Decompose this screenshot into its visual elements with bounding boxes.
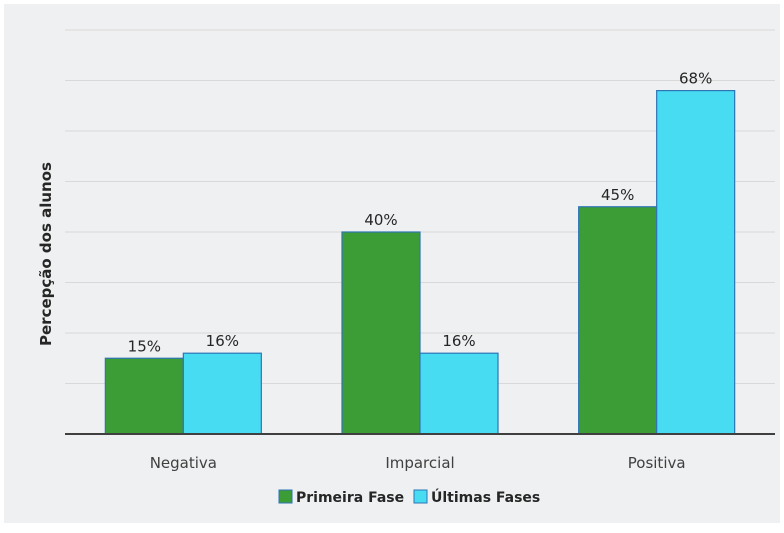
- data-label: 15%: [128, 337, 161, 355]
- x-tick-label: Positiva: [628, 454, 686, 472]
- bar-chart: 15% 16% 40% 16% 45% 68% Negativa Imparcial Posi…: [37, 29, 775, 506]
- bar-negativa-primeira: [104, 357, 184, 435]
- data-label: 16%: [206, 332, 239, 350]
- chart-container: 15% 16% 40% 16% 45% 68% Negativa Imparcial Posi…: [4, 4, 780, 523]
- x-tick-labels: Negativa Imparcial Positiva: [150, 454, 686, 472]
- x-tick-label: Imparcial: [385, 454, 454, 472]
- bars: [104, 89, 736, 435]
- bar-negativa-ultimas: [182, 352, 262, 435]
- bar-imparcial-ultimas: [419, 352, 499, 435]
- data-label: 68%: [679, 70, 712, 88]
- data-labels: 15% 16% 40% 16% 45% 68%: [128, 70, 713, 356]
- legend-swatch: [413, 489, 428, 504]
- legend-label: Primeira Fase: [296, 490, 404, 506]
- x-tick-label: Negativa: [150, 454, 217, 472]
- bar-positiva-ultimas: [656, 89, 736, 435]
- y-axis-title: Percepção dos alunos: [37, 162, 55, 346]
- bar-positiva-primeira: [578, 206, 658, 435]
- data-label: 16%: [442, 332, 475, 350]
- data-label: 40%: [364, 211, 397, 229]
- legend-swatch: [278, 489, 293, 504]
- bar-imparcial-primeira: [341, 231, 421, 435]
- data-label: 45%: [601, 186, 634, 204]
- legend-label: Últimas Fases: [431, 488, 540, 506]
- legend: Primeira Fase Últimas Fases: [278, 488, 540, 506]
